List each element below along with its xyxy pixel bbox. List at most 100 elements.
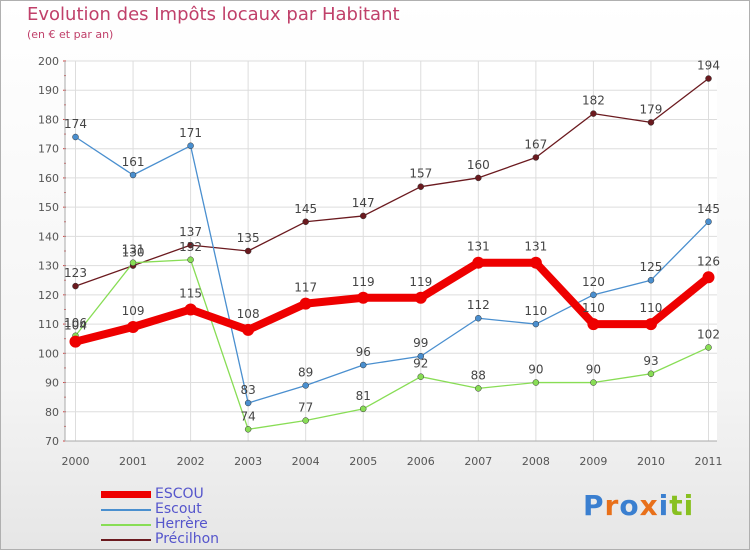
data-point — [187, 142, 194, 150]
y-tick-label: 80 — [45, 406, 59, 419]
data-point — [359, 405, 367, 413]
y-tick-label: 200 — [38, 55, 59, 68]
x-tick-label: 2001 — [119, 455, 147, 468]
y-tick-label: 170 — [38, 143, 59, 156]
data-point — [705, 218, 712, 226]
data-point — [647, 276, 655, 284]
data-label: 132 — [179, 240, 202, 254]
data-point — [587, 318, 600, 331]
logo-letter: o — [619, 489, 640, 522]
data-point — [302, 382, 309, 389]
data-label: 74 — [240, 409, 255, 423]
x-tick-label: 2000 — [62, 455, 90, 468]
legend-label-herrere: Herrère — [155, 516, 208, 532]
data-label: 194 — [697, 59, 720, 73]
data-point — [417, 373, 425, 380]
data-point — [705, 344, 712, 351]
data-point — [187, 241, 194, 249]
series-line-précilhon — [74, 77, 710, 287]
data-label: 135 — [237, 231, 260, 245]
data-label: 88 — [471, 368, 486, 382]
data-label: 123 — [64, 266, 87, 280]
logo-letter: t — [669, 489, 684, 522]
data-point — [590, 110, 597, 117]
series-line-herrère — [74, 259, 710, 430]
data-point — [184, 303, 197, 316]
data-label: 119 — [352, 275, 375, 289]
data-point — [129, 171, 137, 179]
data-point — [129, 259, 137, 266]
chart-title: Evolution des Impôts locaux par Habitant — [27, 4, 400, 25]
y-tick-label: 140 — [38, 230, 59, 243]
chart-subtitle: (en € et par an) — [27, 28, 114, 41]
data-label: 174 — [64, 117, 87, 131]
series-line-escou — [71, 258, 713, 346]
data-label: 77 — [298, 401, 313, 415]
data-point — [475, 385, 482, 392]
data-label: 131 — [524, 240, 547, 254]
x-tick-label: 2007 — [464, 455, 492, 468]
legend-swatch-herrere — [101, 524, 151, 526]
x-tick-label: 2006 — [407, 455, 435, 468]
data-label: 179 — [640, 102, 663, 116]
data-point — [529, 256, 542, 269]
data-label: 89 — [298, 365, 313, 379]
data-label: 93 — [643, 354, 658, 368]
data-label: 110 — [640, 301, 663, 315]
logo-letter: x — [639, 489, 659, 522]
proxiti-logo: Proxiti — [583, 489, 694, 522]
legend-swatch-precilhon — [101, 539, 151, 541]
data-point — [647, 370, 655, 378]
x-tick-label: 2004 — [292, 455, 320, 468]
logo-letter: r — [604, 489, 620, 522]
data-label: 171 — [179, 126, 202, 140]
data-point — [702, 271, 715, 284]
data-point — [417, 352, 425, 360]
data-point — [72, 282, 79, 290]
data-label: 108 — [237, 307, 260, 321]
data-label: 110 — [524, 304, 547, 318]
y-tick-label: 90 — [45, 377, 59, 390]
x-tick-label: 2011 — [695, 455, 723, 468]
data-label: 157 — [409, 167, 432, 181]
x-tick-label: 2005 — [349, 455, 377, 468]
data-point — [359, 212, 367, 220]
data-label: 102 — [697, 327, 720, 341]
data-point — [532, 154, 540, 161]
data-label: 125 — [640, 260, 663, 274]
data-point — [302, 218, 309, 226]
data-point — [532, 379, 540, 386]
data-label: 161 — [122, 155, 145, 169]
data-point — [590, 379, 597, 386]
data-label: 130 — [122, 246, 145, 260]
data-point — [417, 183, 425, 190]
data-label: 147 — [352, 196, 375, 210]
data-point — [244, 247, 252, 255]
logo-letter: P — [583, 489, 605, 522]
data-label: 117 — [294, 281, 317, 295]
data-point — [475, 174, 482, 182]
x-tick-label: 2008 — [522, 455, 550, 468]
legend-label-precilhon: Précilhon — [155, 531, 220, 547]
y-tick-label: 150 — [38, 201, 59, 214]
data-point — [357, 291, 370, 304]
data-point — [302, 417, 309, 424]
y-tick-label: 130 — [38, 260, 59, 273]
series-line-escout — [74, 136, 710, 404]
data-point — [590, 291, 597, 299]
data-label: 104 — [64, 319, 87, 333]
data-label: 160 — [467, 158, 490, 172]
y-tick-label: 70 — [45, 435, 59, 448]
data-point — [472, 256, 485, 269]
data-label: 119 — [409, 275, 432, 289]
data-label: 126 — [697, 254, 720, 268]
data-point — [705, 75, 712, 82]
data-label: 90 — [586, 363, 601, 377]
logo-letter: i — [683, 489, 695, 522]
data-label: 83 — [240, 383, 255, 397]
data-label: 110 — [582, 301, 605, 315]
data-label: 92 — [413, 357, 428, 371]
data-point — [244, 426, 252, 433]
data-point — [127, 321, 140, 333]
legend-label-escou: ESCOU — [155, 486, 204, 502]
